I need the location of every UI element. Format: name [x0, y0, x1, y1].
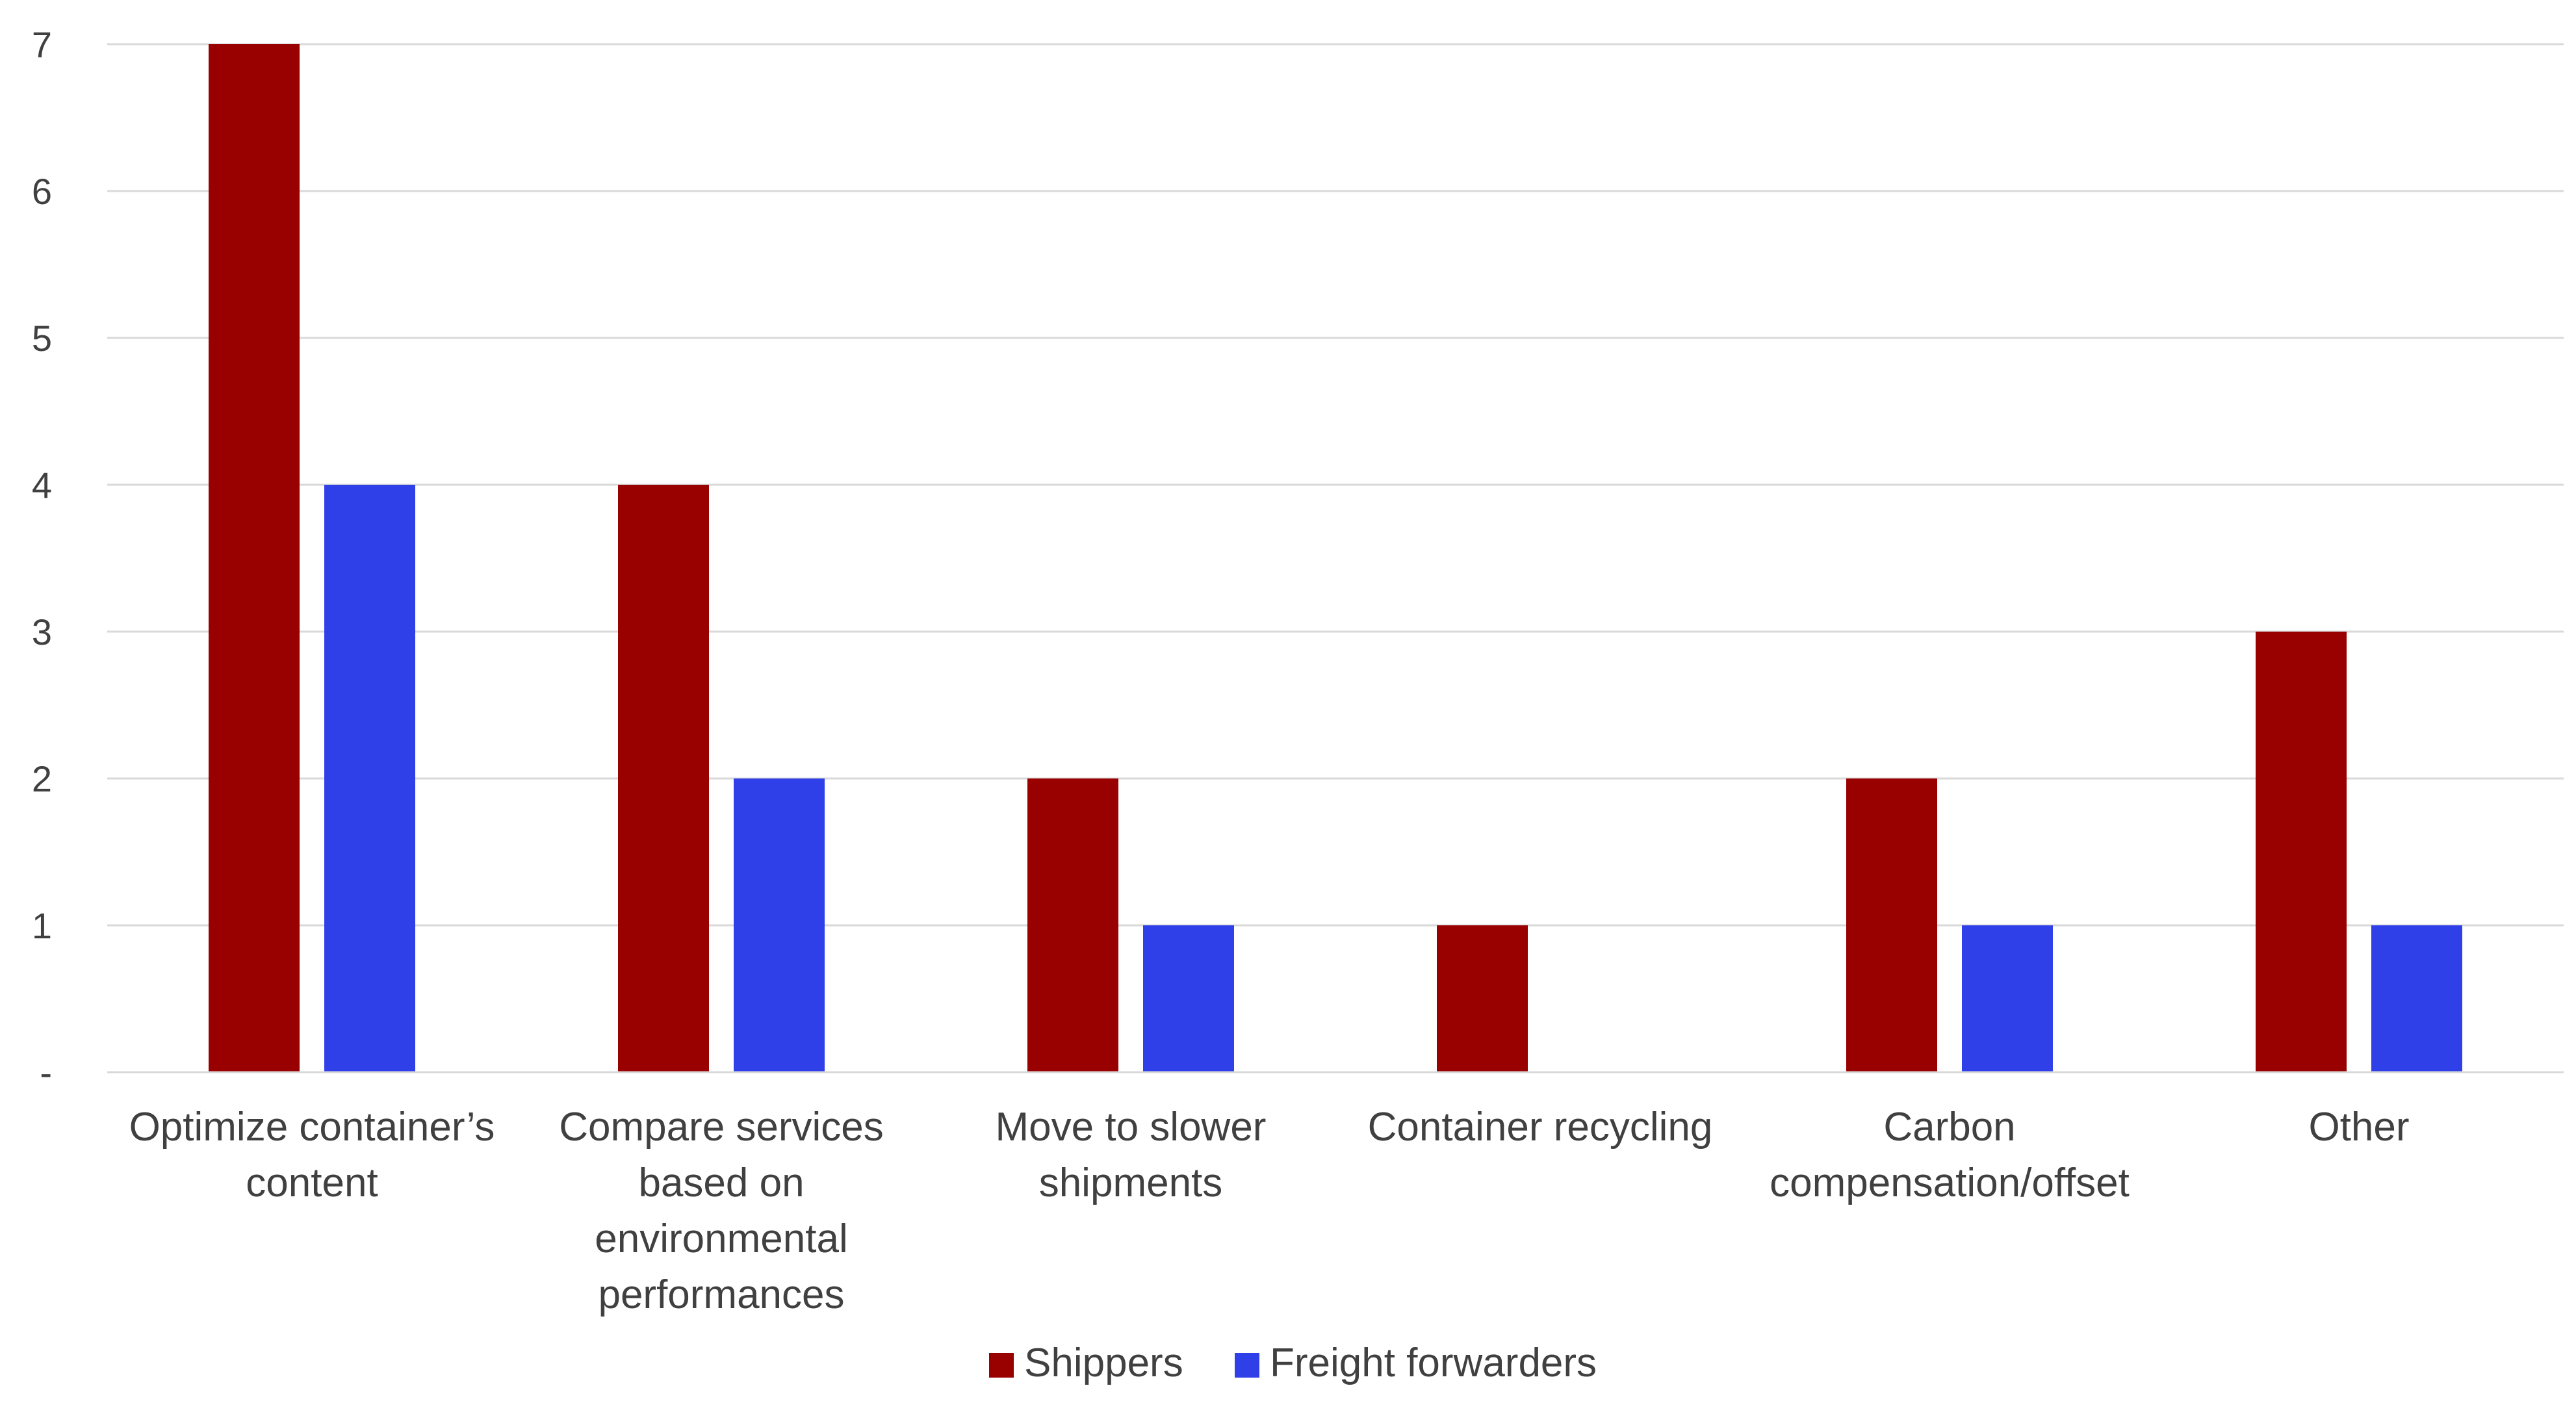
legend-swatch	[1235, 1353, 1259, 1378]
y-tick-label: 4	[32, 465, 52, 506]
x-category-label: Compare services based on environmental per…	[559, 1105, 884, 1317]
y-tick-label: 1	[32, 905, 52, 946]
bar-shippers	[209, 44, 300, 1072]
bar-shippers	[1027, 778, 1118, 1072]
y-tick-label: 6	[32, 171, 52, 212]
x-category-label: Container recycling	[1368, 1105, 1713, 1150]
bar-shippers	[618, 485, 709, 1072]
bar-freight-forwarders	[1962, 925, 2053, 1072]
y-tick-label: -	[40, 1052, 52, 1093]
x-category-label: Optimize container’s content	[129, 1105, 495, 1205]
y-axis-ticks: - 1 2 3 4 5 6 7	[32, 24, 52, 1093]
legend-swatch	[989, 1353, 1014, 1378]
y-tick-label: 7	[32, 24, 52, 65]
x-category-label: Move to slower shipments	[996, 1105, 1267, 1205]
bar-freight-forwarders	[734, 778, 825, 1072]
y-tick-label: 2	[32, 758, 52, 799]
y-tick-label: 5	[32, 318, 52, 359]
x-axis-category-labels: Optimize container’s content Compare servi…	[129, 1105, 2410, 1317]
bar-freight-forwarders	[2371, 925, 2462, 1072]
bar-freight-forwarders	[1143, 925, 1234, 1072]
bar-shippers	[1437, 925, 1528, 1072]
bar-freight-forwarders	[324, 485, 415, 1072]
x-category-label: Other	[2308, 1105, 2409, 1150]
bars	[209, 44, 2462, 1072]
bar-shippers	[1846, 778, 1937, 1072]
legend-label: Shippers	[1024, 1341, 1183, 1385]
legend-label: Freight forwarders	[1270, 1341, 1597, 1385]
x-category-label: Carbon compensation/offset	[1770, 1105, 2130, 1205]
bar-shippers	[2256, 632, 2347, 1072]
y-tick-label: 3	[32, 611, 52, 652]
legend: Shippers Freight forwarders	[989, 1341, 1597, 1385]
gridlines	[107, 43, 2564, 927]
